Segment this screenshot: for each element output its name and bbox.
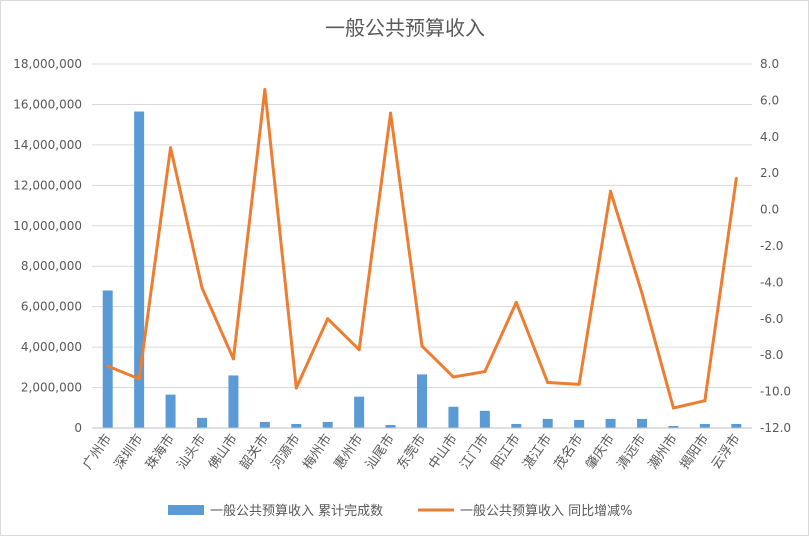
- right-tick-label: -10.0: [760, 385, 791, 399]
- line-point-14: [546, 381, 550, 384]
- line-point-4: [231, 357, 235, 361]
- bar-0: [102, 290, 113, 428]
- bar-2: [165, 394, 176, 428]
- category-label: 肇庆市: [582, 431, 617, 472]
- right-tick-label: 8.0: [760, 57, 779, 71]
- line-point-7: [326, 317, 330, 321]
- category-label: 阳江市: [488, 431, 523, 472]
- bar-12: [479, 410, 490, 428]
- left-tick-label: 2,000,000: [21, 381, 82, 395]
- bar-5: [259, 421, 270, 428]
- line-point-9: [389, 111, 393, 115]
- category-label: 汕尾市: [362, 431, 397, 472]
- line-point-0: [106, 364, 110, 368]
- x-axis: 广州市深圳市珠海市汕头市佛山市韶关市河源市梅州市惠州市汕尾市东莞市中山市江门市阳…: [80, 427, 752, 472]
- bar-19: [699, 423, 710, 428]
- right-tick-label: -12.0: [760, 421, 791, 435]
- legend-swatch-bars: [168, 505, 204, 515]
- category-label: 珠海市: [142, 431, 177, 472]
- grid: [92, 63, 752, 429]
- line-series: [106, 87, 738, 410]
- category-label: 中山市: [425, 431, 460, 472]
- line-point-3: [200, 286, 204, 290]
- bar-14: [542, 418, 553, 428]
- left-tick-label: 0: [74, 421, 82, 435]
- line-point-16: [609, 189, 613, 193]
- line-point-5: [263, 87, 267, 91]
- chart-title: 一般公共预算收入: [325, 16, 485, 40]
- left-tick-label: 4,000,000: [21, 340, 82, 354]
- line-point-1: [137, 377, 141, 381]
- line-point-11: [451, 375, 455, 379]
- bar-11: [448, 406, 459, 428]
- line-point-8: [357, 348, 361, 352]
- bar-8: [354, 396, 365, 428]
- category-label: 深圳市: [111, 431, 146, 472]
- bar-17: [637, 418, 647, 428]
- line-point-15: [577, 382, 581, 386]
- category-label: 惠州市: [331, 431, 366, 472]
- left-tick-label: 6,000,000: [21, 300, 82, 314]
- category-label: 潮州市: [645, 431, 680, 472]
- line-point-2: [169, 146, 173, 150]
- left-tick-label: 12,000,000: [13, 178, 82, 192]
- legend-label-bars: 一般公共预算收入 累计完成数: [210, 503, 383, 519]
- right-tick-label: 2.0: [760, 166, 779, 180]
- category-label: 汕头市: [174, 431, 209, 472]
- category-label: 韶关市: [237, 431, 272, 472]
- bar-3: [197, 417, 207, 428]
- right-axis: -12.0 -10.0 -8.0 -6.0 -4.0 -2.0 0.0 2.0 4.0 6.0 8.…: [760, 57, 791, 435]
- bar-16: [605, 418, 616, 428]
- category-label: 湛江市: [520, 431, 555, 472]
- bar-7: [322, 421, 333, 428]
- category-label: 广州市: [80, 431, 115, 472]
- right-tick-label: -2.0: [760, 239, 783, 253]
- left-tick-label: 8,000,000: [21, 259, 82, 273]
- bar-20: [731, 423, 742, 428]
- category-label: 云浮市: [708, 431, 743, 472]
- left-tick-label: 18,000,000: [13, 57, 82, 71]
- right-tick-label: 4.0: [760, 130, 779, 144]
- category-label: 河源市: [268, 431, 303, 472]
- left-tick-label: 14,000,000: [13, 138, 82, 152]
- line-point-13: [514, 300, 518, 304]
- category-label: 梅州市: [300, 431, 335, 472]
- category-label: 揭阳市: [677, 431, 712, 472]
- category-label: 茂名市: [551, 431, 586, 472]
- line-point-17: [640, 291, 644, 295]
- growth-line: [106, 87, 738, 410]
- bar-18: [668, 425, 679, 428]
- right-tick-label: 0.0: [760, 203, 779, 217]
- left-axis: 0 2,000,000 4,000,000 6,000,000 8,000,000 10,…: [13, 57, 82, 435]
- left-tick-label: 16,000,000: [13, 97, 82, 111]
- left-tick-label: 10,000,000: [13, 219, 82, 233]
- line-point-6: [294, 386, 298, 390]
- line-point-20: [734, 177, 738, 181]
- line-point-19: [703, 399, 707, 403]
- right-tick-label: -4.0: [760, 275, 783, 289]
- line-point-10: [420, 344, 424, 348]
- category-label: 佛山市: [205, 431, 240, 472]
- bar-1: [134, 111, 145, 429]
- right-tick-label: 6.0: [760, 93, 779, 107]
- bar-6: [291, 423, 302, 428]
- bar-series: [102, 111, 742, 429]
- legend-label-line: 一般公共预算收入 同比增减%: [460, 503, 633, 519]
- bar-10: [417, 374, 427, 428]
- bar-15: [574, 419, 585, 428]
- bar-4: [228, 375, 239, 428]
- category-label: 江门市: [457, 431, 492, 472]
- line-point-18: [671, 406, 675, 410]
- right-tick-label: -6.0: [760, 312, 783, 326]
- legend: 一般公共预算收入 累计完成数 一般公共预算收入 同比增减%: [168, 503, 633, 519]
- bar-9: [385, 424, 396, 428]
- category-label: 东莞市: [394, 431, 429, 472]
- right-tick-label: -8.0: [760, 348, 783, 362]
- bar-13: [511, 423, 522, 428]
- category-label: 清远市: [614, 431, 649, 472]
- line-point-12: [483, 370, 487, 374]
